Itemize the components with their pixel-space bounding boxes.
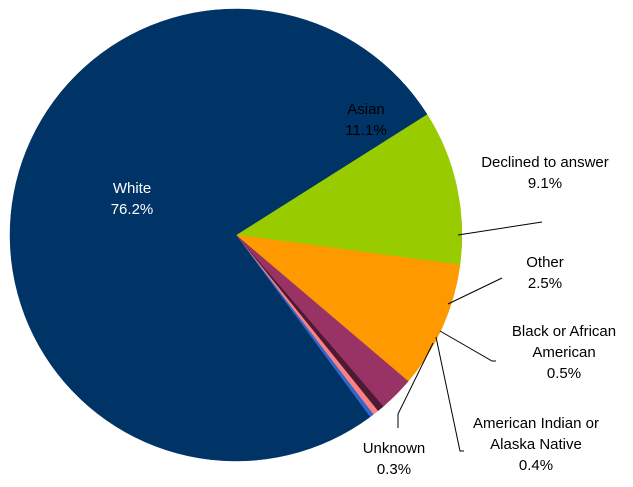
slice-percent: 0.4% [519,457,553,474]
slice-percent: 76.2% [111,201,154,218]
slice-label-black-or-african-american: Black or African American 0.5% [512,323,616,382]
slice-name: Other [526,254,564,271]
pie-slices [9,8,463,462]
slice-label-asian: Asian 11.1% [345,101,386,139]
slice-label-american-indian-or-alaska-native: American Indian or Alaska Native 0.4% [473,415,599,474]
slice-name: Black or African [512,323,616,340]
leader-line-unknown [397,342,434,428]
slice-labels: Asian 11.1% Declined to answer 9.1% Other 2.5… [111,101,616,478]
slice-name: Unknown [363,440,426,457]
slice-label-declined-to-answer: Declined to answer 9.1% [481,154,609,192]
slice-name: Asian [347,101,385,118]
slice-name: American Indian or [473,415,599,432]
pie-slice-white [9,8,428,462]
pie-slice-declined-to-answer [235,234,461,382]
leader-line-american-indian-or-alaska-native [435,336,464,452]
leader-line-other [447,277,503,305]
slice-name: White [113,180,151,197]
slice-percent: 9.1% [528,175,562,192]
slice-percent: 0.3% [377,461,411,478]
slice-percent: 11.1% [345,122,386,139]
slice-percent: 2.5% [528,275,562,292]
slice-label-unknown: Unknown 0.3% [363,440,426,478]
leader-lines [397,221,543,452]
leader-line-declined-to-answer [457,221,543,236]
pie-slice-asian [235,113,463,266]
slice-name: Alaska Native [490,436,582,453]
slice-label-other: Other 2.5% [526,254,564,292]
slice-label-white: White 76.2% [111,180,154,218]
leader-line-black-or-african-american [439,330,496,362]
slice-name: American [532,344,595,361]
slice-name: Declined to answer [481,154,609,171]
slice-percent: 0.5% [547,365,581,382]
